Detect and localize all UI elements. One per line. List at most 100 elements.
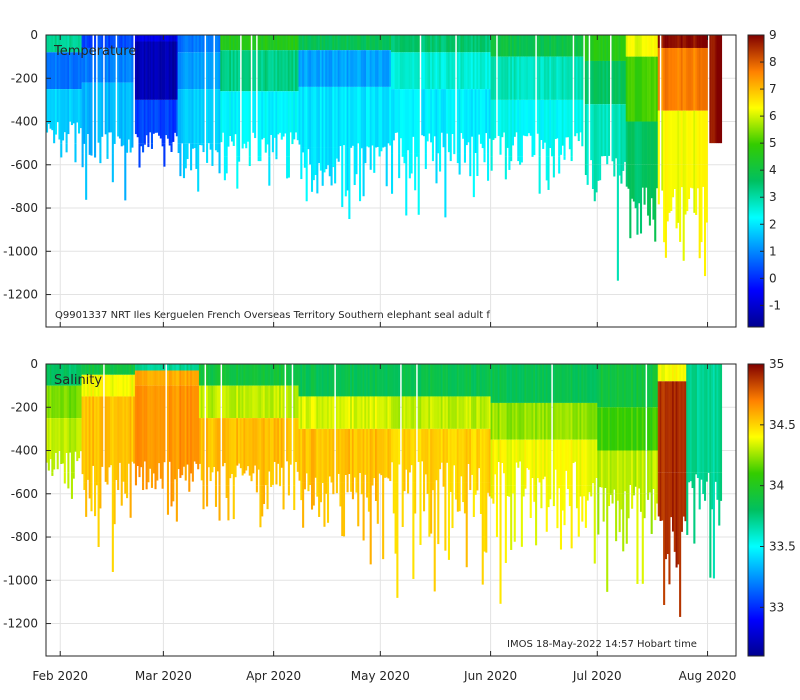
heatmap-cell xyxy=(305,50,308,87)
heatmap-cell xyxy=(54,385,57,419)
heatmap-cell xyxy=(602,407,605,451)
heatmap-cell xyxy=(629,407,632,451)
heatmap-cell xyxy=(325,50,328,87)
heatmap-cell xyxy=(273,364,276,386)
heatmap-cell xyxy=(490,99,493,157)
heatmap-cell xyxy=(684,47,687,111)
heatmap-cell xyxy=(99,153,102,164)
heatmap-cell xyxy=(536,402,539,440)
heatmap-cell xyxy=(490,35,493,57)
heatmap-cell xyxy=(122,364,125,375)
heatmap-cell xyxy=(268,50,271,92)
heatmap-cell xyxy=(371,86,374,146)
heatmap-cell xyxy=(286,418,289,462)
heatmap-cell xyxy=(716,35,719,144)
heatmap-cell xyxy=(407,89,410,151)
heatmap-cell xyxy=(499,99,502,155)
heatmap-cell xyxy=(641,493,644,584)
heatmap-cell xyxy=(693,35,696,48)
heatmap-cell xyxy=(318,428,321,483)
heatmap-cell xyxy=(579,402,582,440)
heatmap-cell xyxy=(447,89,450,153)
heatmap-cell xyxy=(298,35,301,51)
heatmap-cell xyxy=(378,35,381,51)
heatmap-cell xyxy=(337,35,340,51)
heatmap-cell xyxy=(561,364,564,403)
heatmap-cell xyxy=(364,50,367,87)
heatmap-cell xyxy=(223,35,226,51)
heatmap-cell xyxy=(627,121,630,165)
heatmap-cell xyxy=(389,364,392,397)
heatmap-cell xyxy=(62,385,65,419)
heatmap-cell xyxy=(609,450,612,494)
heatmap-cell xyxy=(474,482,477,495)
heatmap-cell xyxy=(529,402,532,440)
heatmap-cell xyxy=(344,396,347,429)
heatmap-cell xyxy=(296,364,299,386)
heatmap-cell xyxy=(46,52,49,90)
heatmap-cell xyxy=(664,35,667,48)
heatmap-cell xyxy=(535,364,538,403)
heatmap-cell xyxy=(487,482,490,493)
heatmap-cell xyxy=(513,402,516,440)
heatmap-cell xyxy=(700,110,703,165)
heatmap-cell xyxy=(323,50,326,87)
y-tick-label: -200 xyxy=(11,400,38,414)
heatmap-cell xyxy=(268,35,271,51)
heatmap-cell xyxy=(202,385,205,419)
heatmap-cell xyxy=(451,52,454,90)
heatmap-cell xyxy=(342,396,346,429)
heatmap-cell xyxy=(360,428,363,483)
heatmap-cell xyxy=(46,418,49,463)
heatmap-cell xyxy=(195,385,198,464)
heatmap-cell xyxy=(410,89,413,154)
heatmap-cell xyxy=(554,402,557,440)
heatmap-cell xyxy=(529,485,532,518)
heatmap-cell xyxy=(574,439,577,462)
heatmap-cell xyxy=(508,156,511,170)
heatmap-cell xyxy=(536,56,539,100)
heatmap-cell xyxy=(677,47,680,111)
heatmap-cell xyxy=(435,52,438,90)
heatmap-cell xyxy=(287,91,290,157)
heatmap-cell xyxy=(483,396,486,429)
heatmap-cell xyxy=(487,89,490,154)
heatmap-cell xyxy=(414,89,417,154)
heatmap-cell xyxy=(524,56,527,100)
heatmap-cell xyxy=(248,385,251,419)
heatmap-cell xyxy=(392,396,395,429)
heatmap-cell xyxy=(159,35,162,42)
heatmap-cell xyxy=(90,364,93,375)
heatmap-cell xyxy=(604,407,607,451)
heatmap-cell xyxy=(378,147,381,157)
heatmap-cell xyxy=(527,364,531,403)
heatmap-cell xyxy=(310,428,314,483)
heatmap-cell xyxy=(335,482,338,494)
heatmap-cell xyxy=(67,364,70,386)
heatmap-cell xyxy=(437,35,440,53)
heatmap-cell xyxy=(111,482,114,572)
heatmap-cell xyxy=(136,99,139,138)
heatmap-cell xyxy=(367,35,370,51)
heatmap-cell xyxy=(266,91,269,145)
heatmap-cell xyxy=(262,485,266,505)
heatmap-cell xyxy=(583,485,586,497)
heatmap-cell xyxy=(600,407,603,451)
heatmap-cell xyxy=(442,35,445,53)
heatmap-cell xyxy=(426,428,429,483)
heatmap-cell xyxy=(520,156,523,163)
heatmap-cell xyxy=(675,47,678,111)
heatmap-cell xyxy=(689,472,692,482)
heatmap-cell xyxy=(424,364,427,397)
heatmap-cell xyxy=(268,418,271,472)
heatmap-cell xyxy=(367,50,370,87)
heatmap-cell xyxy=(423,482,426,512)
heatmap-cell xyxy=(142,35,145,42)
heatmap-cell xyxy=(631,121,634,165)
heatmap-cell xyxy=(238,50,241,92)
heatmap-cell xyxy=(202,364,205,386)
heatmap-cell xyxy=(174,385,177,480)
heatmap-cell xyxy=(74,418,77,452)
heatmap-cell xyxy=(488,89,491,139)
heatmap-cell xyxy=(245,385,248,419)
